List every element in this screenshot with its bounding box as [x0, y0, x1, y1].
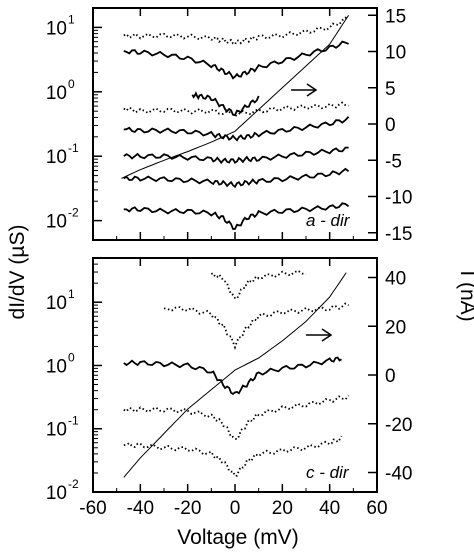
y-right-tick-label: 0	[385, 115, 396, 136]
y-right-tick-label: 10	[385, 43, 406, 64]
x-tick-label: 60	[366, 498, 387, 519]
plot-frame	[92, 257, 378, 493]
series-line-4	[123, 395, 350, 441]
series-line-6	[123, 272, 347, 478]
y-right-tick-label: -15	[385, 224, 412, 245]
y-right-tick-label: -5	[385, 151, 402, 172]
arrow-head	[321, 328, 333, 342]
y-left-tick-exponent: 0	[68, 77, 75, 91]
y-left-tick-label: 10	[46, 147, 67, 168]
series-line-2	[163, 302, 350, 350]
y-left-tick-exponent: 0	[68, 350, 75, 364]
x-tick-label: 0	[230, 498, 241, 519]
y-right-tick-label: 40	[385, 269, 406, 290]
series-line-3	[123, 356, 342, 395]
y-left-tick-label: 10	[46, 18, 67, 39]
y-axis-label-right: I (nA)	[456, 270, 474, 321]
x-tick-label: 40	[319, 498, 340, 519]
panel-annotation: c - dir	[306, 463, 350, 482]
y-left-tick-label: 10	[46, 83, 67, 104]
series-line-1	[123, 16, 350, 46]
series-line-8	[123, 202, 350, 230]
y-right-tick-label: -10	[385, 188, 412, 209]
series-line-3	[191, 91, 260, 116]
y-left-tick-exponent: 1	[68, 287, 75, 301]
y-left-tick-exponent: -2	[68, 477, 79, 491]
y-axis-label-left: dI/dV (µS)	[6, 225, 29, 320]
y-right-tick-label: 20	[385, 317, 406, 338]
y-left-tick-label: 10	[46, 356, 67, 377]
arrow-head	[306, 83, 318, 97]
y-left-tick-exponent: -1	[68, 414, 79, 428]
y-left-tick-label: 10	[46, 212, 67, 233]
y-left-tick-label: 10	[46, 293, 67, 314]
series-line-5	[123, 116, 350, 142]
y-right-tick-label: 5	[385, 79, 396, 100]
series-line-9	[121, 15, 350, 179]
x-tick-label: -40	[127, 498, 154, 519]
x-tick-label: -20	[174, 498, 201, 519]
y-left-tick-exponent: -1	[68, 141, 79, 155]
y-left-tick-label: 10	[46, 420, 67, 441]
series-line-6	[123, 146, 349, 165]
series-line-2	[123, 40, 349, 80]
y-left-tick-exponent: 1	[68, 12, 75, 26]
y-right-tick-label: -20	[385, 415, 412, 436]
x-axis-label: Voltage (mV)	[177, 526, 298, 549]
series-line-7	[123, 167, 350, 189]
y-right-tick-label: 0	[385, 366, 396, 387]
y-right-tick-label: 15	[385, 6, 406, 27]
y-left-tick-label: 10	[46, 483, 67, 504]
x-tick-label: -60	[79, 498, 106, 519]
y-right-tick-label: -40	[385, 464, 412, 485]
y-left-tick-exponent: -2	[68, 206, 79, 220]
x-tick-label: 20	[272, 498, 293, 519]
panel-annotation: a - dir	[306, 211, 351, 230]
series-line-1	[211, 269, 307, 300]
